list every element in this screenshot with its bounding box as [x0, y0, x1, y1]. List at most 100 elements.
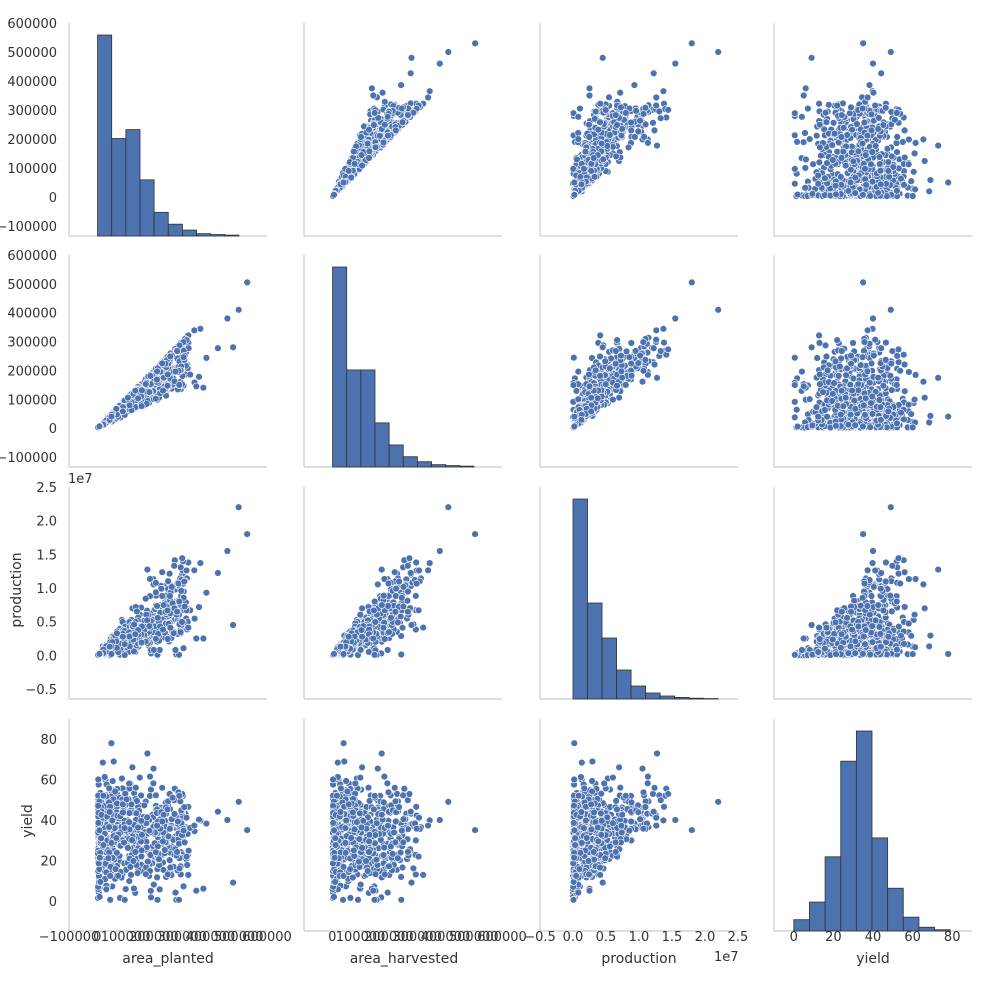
- scatter-point: [609, 395, 617, 404]
- scatter-point: [944, 412, 952, 421]
- scatter-point: [846, 178, 855, 187]
- scatter-point: [649, 344, 658, 352]
- scatter-point: [153, 375, 161, 384]
- scatter-point: [801, 164, 809, 172]
- scatter-point: [876, 403, 885, 411]
- scatter-point: [617, 103, 625, 112]
- hist-bar: [97, 34, 113, 237]
- scatter-point: [596, 372, 604, 380]
- scatter-point: [164, 635, 172, 643]
- scatter-point: [594, 125, 602, 134]
- scatter-point: [138, 386, 146, 394]
- scatter-point: [837, 133, 846, 141]
- scatter-point: [791, 109, 799, 117]
- scatter-point: [574, 135, 582, 143]
- scatter-point: [158, 592, 166, 600]
- hist-bar: [210, 234, 226, 237]
- scatter-point: [854, 386, 863, 394]
- hist-bar: [388, 444, 404, 468]
- scatter-point: [801, 129, 809, 137]
- scatter-point: [587, 167, 595, 175]
- scatter-point: [350, 160, 359, 168]
- scatter-point: [837, 387, 846, 395]
- hist-bar: [431, 464, 447, 468]
- scatter-point: [905, 135, 913, 144]
- scatter-point: [837, 410, 845, 419]
- scatter-point: [165, 569, 174, 578]
- scatter-point: [190, 614, 199, 623]
- scatter-point: [854, 147, 863, 156]
- scatter-point: [627, 118, 635, 127]
- scatter-point: [374, 114, 382, 122]
- scatter-point: [627, 359, 635, 368]
- scatter-point: [805, 395, 814, 403]
- scatter-point: [866, 423, 874, 431]
- scatter-point: [847, 103, 855, 112]
- scatter-point: [652, 326, 660, 334]
- panel-area_harvested-vs-yield: [773, 255, 972, 468]
- scatter-point: [839, 124, 848, 132]
- scatter-point: [866, 379, 874, 387]
- hist-bar: [153, 211, 169, 237]
- scatter-point: [791, 165, 799, 173]
- panel-area_harvested-vs-production: [539, 255, 738, 468]
- scatter-point: [842, 371, 850, 379]
- scatter-point: [859, 39, 867, 47]
- scatter-point: [834, 372, 843, 380]
- scatter-point: [574, 129, 582, 137]
- scatter-point: [369, 91, 377, 100]
- scatter-point: [576, 104, 584, 113]
- scatter-point: [615, 394, 623, 402]
- scatter-point: [632, 107, 640, 115]
- scatter-point: [630, 81, 639, 89]
- scatter-point: [808, 190, 817, 198]
- scatter-point: [574, 367, 582, 376]
- scatter-point: [829, 390, 837, 398]
- scatter-point: [350, 147, 358, 156]
- scatter-point: [812, 403, 821, 411]
- scatter-point: [799, 382, 808, 390]
- scatter-point: [904, 160, 913, 169]
- scatter-point: [656, 114, 665, 122]
- scatter-point: [791, 354, 799, 362]
- hist-bar: [111, 138, 127, 237]
- scatter-point: [179, 353, 188, 361]
- scatter-point: [606, 364, 614, 372]
- scatter-point: [125, 401, 134, 409]
- scatter-point: [920, 394, 929, 402]
- scatter-point: [825, 101, 833, 109]
- scatter-point: [900, 153, 909, 162]
- scatter-point: [357, 151, 366, 159]
- scatter-point: [867, 399, 875, 407]
- scatter-point: [381, 98, 389, 106]
- scatter-point: [851, 405, 859, 413]
- scatter-point: [339, 178, 348, 187]
- scatter-point: [714, 48, 722, 56]
- scatter-point: [650, 360, 659, 369]
- scatter-point: [585, 91, 594, 100]
- scatter-point: [893, 133, 901, 141]
- scatter-point: [822, 352, 831, 361]
- scatter-point: [644, 139, 652, 147]
- scatter-point: [865, 81, 874, 89]
- scatter-point: [868, 177, 877, 186]
- hist-bar: [445, 465, 461, 468]
- panel-production-vs-area_planted: [68, 487, 267, 700]
- scatter-point: [897, 175, 905, 183]
- scatter-point: [920, 157, 929, 165]
- scatter-point: [601, 357, 609, 365]
- scatter-point: [142, 380, 150, 388]
- scatter-point: [659, 325, 668, 333]
- scatter-point: [196, 559, 205, 567]
- scatter-point: [649, 119, 657, 127]
- scatter-point: [801, 84, 810, 93]
- scatter-point: [934, 374, 942, 382]
- scatter-point: [617, 367, 626, 375]
- scatter-point: [832, 190, 840, 199]
- scatter-point: [809, 160, 817, 168]
- scatter-point: [659, 87, 668, 95]
- scatter-point: [229, 343, 237, 351]
- scatter-point: [580, 165, 588, 173]
- scatter-point: [163, 382, 172, 390]
- scatter-point: [911, 185, 919, 194]
